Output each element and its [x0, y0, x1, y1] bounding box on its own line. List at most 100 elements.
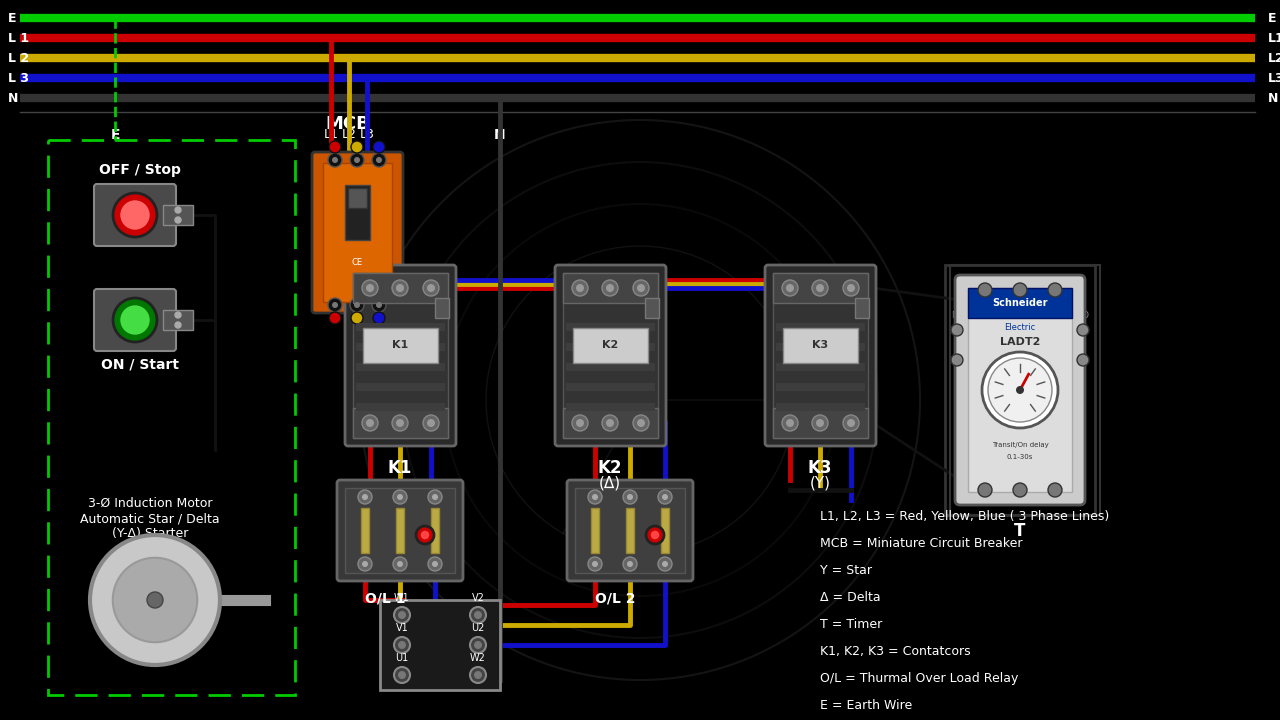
- Bar: [356, 403, 445, 411]
- Text: OFF / Stop: OFF / Stop: [99, 163, 180, 177]
- Text: NO: NO: [1076, 310, 1089, 320]
- Bar: [855, 298, 869, 318]
- Circle shape: [397, 494, 403, 500]
- Circle shape: [329, 141, 340, 153]
- Text: U1: U1: [396, 653, 408, 663]
- Text: 0.1-30s: 0.1-30s: [1007, 454, 1033, 460]
- Circle shape: [646, 526, 664, 544]
- Bar: [591, 508, 599, 553]
- Text: E = Earth Wire: E = Earth Wire: [820, 699, 913, 712]
- Circle shape: [358, 490, 372, 504]
- Circle shape: [470, 667, 486, 683]
- Bar: [945, 265, 1094, 515]
- Bar: [323, 163, 392, 302]
- Text: O/L 1: O/L 1: [365, 592, 406, 606]
- Circle shape: [847, 284, 855, 292]
- Bar: [773, 273, 868, 303]
- Text: E: E: [110, 128, 120, 142]
- Circle shape: [474, 641, 483, 649]
- Text: K1, K2, K3 = Contatcors: K1, K2, K3 = Contatcors: [820, 645, 970, 658]
- Circle shape: [812, 280, 828, 296]
- Text: Schneider: Schneider: [992, 298, 1048, 308]
- Circle shape: [119, 199, 151, 230]
- Text: L2: L2: [342, 128, 356, 141]
- Circle shape: [329, 312, 340, 324]
- Text: L1, L2, L3 = Red, Yellow, Blue ( 3 Phase Lines): L1, L2, L3 = Red, Yellow, Blue ( 3 Phase…: [820, 510, 1110, 523]
- Circle shape: [332, 157, 338, 163]
- Circle shape: [662, 561, 668, 567]
- Circle shape: [328, 298, 342, 312]
- Bar: [773, 273, 868, 438]
- Circle shape: [119, 305, 151, 336]
- Text: E: E: [8, 12, 17, 24]
- Circle shape: [474, 611, 483, 619]
- Text: W1: W1: [394, 593, 410, 603]
- Circle shape: [602, 280, 618, 296]
- Circle shape: [422, 415, 439, 431]
- Circle shape: [175, 312, 180, 318]
- Circle shape: [588, 490, 602, 504]
- Bar: [950, 265, 1100, 515]
- Text: O/L = Thurmal Over Load Relay: O/L = Thurmal Over Load Relay: [820, 672, 1019, 685]
- Text: K2: K2: [598, 459, 622, 477]
- Text: N: N: [494, 128, 506, 142]
- Circle shape: [650, 530, 660, 540]
- Bar: [346, 185, 370, 240]
- FancyBboxPatch shape: [765, 265, 876, 446]
- Circle shape: [988, 358, 1052, 422]
- Circle shape: [328, 153, 342, 167]
- Bar: [361, 508, 369, 553]
- Bar: [575, 488, 685, 573]
- Circle shape: [572, 415, 588, 431]
- Circle shape: [782, 415, 797, 431]
- Text: Δ = Delta: Δ = Delta: [820, 591, 881, 604]
- Bar: [380, 600, 500, 690]
- Circle shape: [366, 284, 374, 292]
- Circle shape: [634, 280, 649, 296]
- Circle shape: [113, 193, 157, 237]
- Bar: [563, 273, 658, 438]
- Circle shape: [358, 557, 372, 571]
- FancyBboxPatch shape: [337, 480, 463, 581]
- Text: L 3: L 3: [8, 71, 29, 84]
- Circle shape: [658, 557, 672, 571]
- Bar: [783, 328, 858, 363]
- Circle shape: [470, 637, 486, 653]
- Circle shape: [634, 415, 649, 431]
- FancyBboxPatch shape: [346, 265, 456, 446]
- Circle shape: [372, 312, 385, 324]
- Circle shape: [428, 490, 442, 504]
- Text: L2: L2: [1268, 52, 1280, 65]
- Bar: [776, 403, 865, 411]
- Circle shape: [90, 535, 220, 665]
- Bar: [356, 323, 445, 331]
- Circle shape: [1012, 483, 1027, 497]
- Text: O/L 2: O/L 2: [595, 592, 635, 606]
- Circle shape: [428, 557, 442, 571]
- Text: LADT2: LADT2: [1000, 337, 1041, 347]
- Bar: [566, 403, 655, 411]
- Bar: [563, 273, 658, 303]
- Circle shape: [376, 157, 381, 163]
- FancyBboxPatch shape: [556, 265, 666, 446]
- Circle shape: [591, 494, 598, 500]
- Circle shape: [355, 302, 360, 308]
- Text: V2: V2: [471, 593, 484, 603]
- Text: Transit/On delay: Transit/On delay: [992, 442, 1048, 448]
- Circle shape: [393, 490, 407, 504]
- Bar: [573, 328, 648, 363]
- Circle shape: [351, 141, 364, 153]
- Bar: [431, 508, 439, 553]
- Circle shape: [175, 207, 180, 213]
- Circle shape: [376, 302, 381, 308]
- Circle shape: [420, 530, 430, 540]
- Circle shape: [627, 561, 634, 567]
- Text: MCB: MCB: [325, 115, 370, 133]
- Circle shape: [637, 419, 645, 427]
- Circle shape: [433, 494, 438, 500]
- Circle shape: [623, 557, 637, 571]
- Text: N: N: [1268, 91, 1279, 104]
- Circle shape: [602, 415, 618, 431]
- Circle shape: [175, 322, 180, 328]
- Circle shape: [623, 490, 637, 504]
